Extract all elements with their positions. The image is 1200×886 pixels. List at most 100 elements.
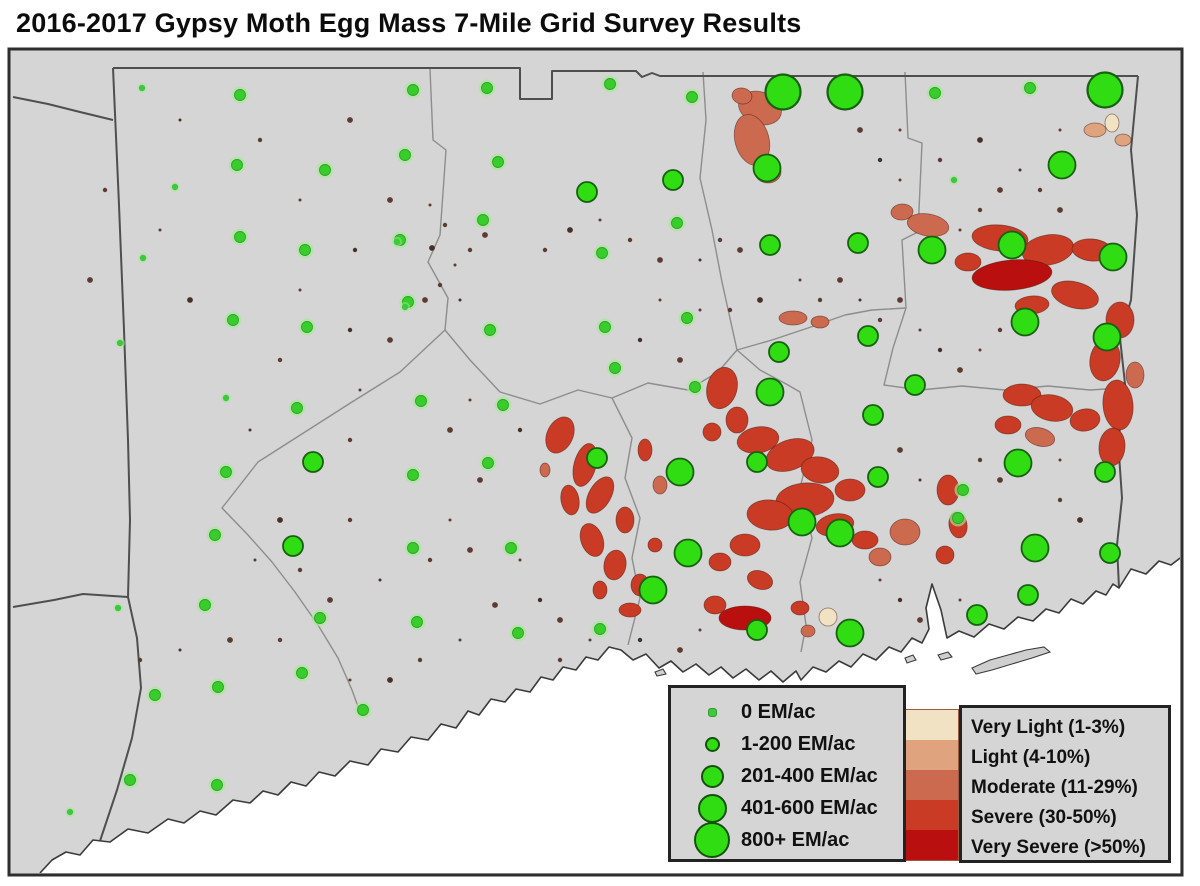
- legend-label: Very Light (1-3%): [971, 717, 1126, 738]
- defoliation-speck: [897, 597, 903, 603]
- defoliation-speck: [917, 617, 923, 623]
- defoliation-speck: [537, 597, 543, 603]
- defoliation-speck: [347, 517, 353, 523]
- defoliation-speck: [637, 637, 643, 643]
- defoliation-patch: [592, 580, 608, 600]
- defoliation-speck: [858, 298, 862, 302]
- defoliation-patch: [868, 547, 892, 567]
- dot-symbol-large: [697, 793, 727, 823]
- defoliation-speck: [417, 657, 423, 663]
- egg-mass-dot: [787, 507, 817, 537]
- ramp-severe: [904, 800, 958, 830]
- county-boundary: [699, 71, 738, 351]
- egg-mass-dot: [847, 232, 869, 254]
- defoliation-speck: [1077, 517, 1083, 523]
- egg-mass-dot: [234, 231, 246, 243]
- defoliation-speck: [378, 578, 382, 582]
- egg-mass-dot: [227, 314, 239, 326]
- egg-mass-dot: [755, 377, 785, 407]
- defoliation-speck: [698, 258, 702, 262]
- defoliation-speck: [817, 297, 823, 303]
- defoliation-patch: [851, 530, 879, 550]
- egg-mass-dot: [862, 404, 884, 426]
- egg-mass-dot: [407, 469, 419, 481]
- defoliation-speck: [277, 517, 283, 523]
- egg-mass-dot: [1024, 82, 1036, 94]
- county-boundary: [444, 329, 738, 405]
- egg-mass-dot: [671, 217, 683, 229]
- egg-mass-dot: [482, 457, 494, 469]
- defoliation-speck: [178, 648, 182, 652]
- defoliation-patch: [994, 415, 1022, 435]
- egg-mass-dot: [231, 159, 243, 171]
- legend-row-201-400: 201-400 EM/ac: [683, 760, 903, 792]
- defoliation-patch: [703, 595, 727, 615]
- ramp-very-light: [904, 710, 958, 740]
- dot-symbol-small: [704, 736, 720, 752]
- legend-row-0em: 0 EM/ac: [683, 696, 903, 728]
- defoliation-speck: [977, 457, 983, 463]
- egg-mass-dot: [357, 704, 369, 716]
- defoliation-speck: [637, 337, 643, 343]
- defoliation-speck: [482, 232, 488, 238]
- defoliation-speck: [458, 638, 462, 642]
- egg-mass-dot: [764, 73, 802, 111]
- defoliation-patch: [790, 600, 810, 616]
- egg-mass-dot: [917, 235, 947, 265]
- defoliation-speck: [227, 637, 233, 643]
- defoliation-speck: [248, 428, 252, 432]
- egg-mass-dot: [997, 230, 1027, 260]
- island: [937, 651, 953, 661]
- defoliation-speck: [918, 478, 922, 482]
- defoliation-speck: [1037, 187, 1043, 193]
- defoliation-speck: [898, 128, 902, 132]
- defoliation-speck: [542, 247, 548, 253]
- egg-mass-dot: [604, 78, 616, 90]
- defoliation-patch: [1114, 133, 1132, 147]
- egg-mass-dot: [314, 612, 326, 624]
- defoliation-speck: [442, 222, 448, 228]
- defoliation-speck: [877, 317, 883, 323]
- defoliation-patch: [729, 533, 761, 557]
- egg-mass-dot: [594, 623, 606, 635]
- egg-mass-dot: [484, 324, 496, 336]
- egg-mass-dot: [139, 254, 147, 262]
- defoliation-speck: [717, 237, 723, 243]
- island: [971, 646, 1052, 675]
- dot-symbol-medium: [700, 764, 724, 788]
- egg-mass-dot: [1020, 533, 1050, 563]
- egg-mass-dot: [299, 244, 311, 256]
- egg-mass-dot: [212, 681, 224, 693]
- defoliation-legend: Very Light (1-3%) Light (4-10%) Moderate…: [959, 705, 1171, 863]
- egg-mass-dot: [1098, 242, 1128, 272]
- legend-row-very-light: Very Light (1-3%): [971, 713, 1168, 743]
- defoliation-speck: [857, 127, 863, 133]
- defoliation-patch: [731, 87, 753, 105]
- defoliation-speck: [453, 263, 457, 267]
- defoliation-speck: [837, 277, 843, 283]
- egg-mass-dot: [586, 447, 608, 469]
- egg-mass-dot: [576, 181, 598, 203]
- defoliation-patch: [1125, 361, 1145, 389]
- defoliation-patch: [1030, 394, 1074, 422]
- defoliation-speck: [437, 282, 443, 288]
- egg-mass-dot: [1086, 71, 1124, 109]
- defoliation-speck: [458, 298, 462, 302]
- defoliation-patch: [647, 537, 663, 553]
- island: [654, 668, 667, 677]
- legend-label: Very Severe (>50%): [971, 837, 1146, 858]
- defoliation-speck: [958, 228, 962, 232]
- defoliation-patch: [618, 602, 642, 618]
- egg-mass-dot: [291, 402, 303, 414]
- egg-mass-dot: [952, 512, 964, 524]
- egg-mass-dot: [665, 457, 695, 487]
- egg-mass-dot: [768, 341, 790, 363]
- defoliation-patch: [585, 476, 615, 514]
- defoliation-speck: [897, 447, 903, 453]
- defoliation-speck: [102, 187, 108, 193]
- egg-mass-dot: [407, 542, 419, 554]
- legend-label: 201-400 EM/ac: [741, 764, 878, 787]
- defoliation-patch: [889, 518, 921, 546]
- defoliation-speck: [958, 598, 962, 602]
